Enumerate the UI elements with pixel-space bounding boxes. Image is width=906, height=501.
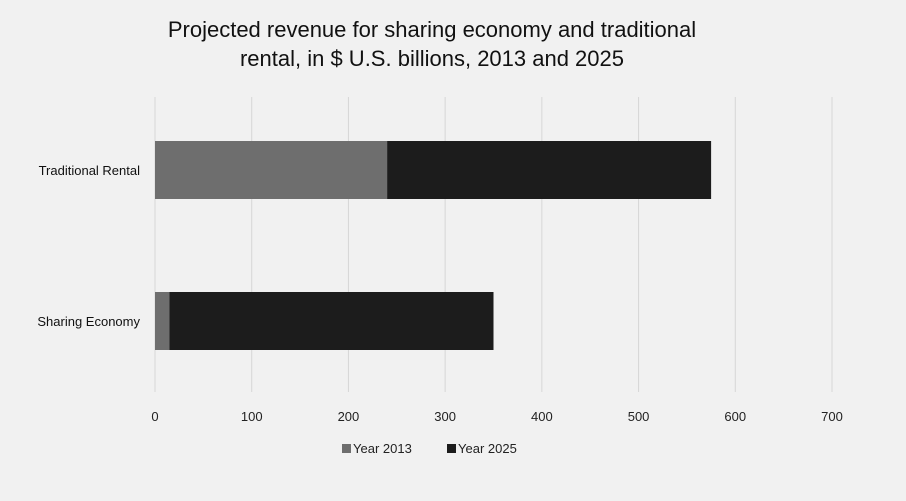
legend-swatch bbox=[447, 444, 456, 453]
category-labels: Traditional Rental Sharing Economy bbox=[37, 163, 140, 329]
bar-segment bbox=[155, 141, 388, 199]
legend-label: Year 2025 bbox=[458, 441, 517, 456]
legend-label: Year 2013 bbox=[353, 441, 412, 456]
x-tick-label: 600 bbox=[724, 409, 746, 424]
bars bbox=[155, 141, 712, 350]
y-category-label: Traditional Rental bbox=[39, 163, 141, 178]
legend: Year 2013 Year 2025 bbox=[342, 441, 517, 456]
bar-segment bbox=[155, 292, 170, 350]
chart-title: Projected revenue for sharing economy an… bbox=[168, 17, 696, 71]
bar-segment bbox=[169, 292, 494, 350]
y-category-label: Sharing Economy bbox=[37, 314, 140, 329]
x-tick-label: 0 bbox=[151, 409, 158, 424]
legend-swatch bbox=[342, 444, 351, 453]
x-tick-label: 100 bbox=[241, 409, 263, 424]
x-tick-label: 300 bbox=[434, 409, 456, 424]
x-tick-label: 500 bbox=[628, 409, 650, 424]
x-tick-label: 400 bbox=[531, 409, 553, 424]
x-tick-label: 700 bbox=[821, 409, 843, 424]
x-tick-label: 200 bbox=[338, 409, 360, 424]
chart-title-line-2: rental, in $ U.S. billions, 2013 and 202… bbox=[240, 46, 624, 71]
x-axis-tick-labels: 0 100 200 300 400 500 600 700 bbox=[151, 409, 842, 424]
chart-title-line-1: Projected revenue for sharing economy an… bbox=[168, 17, 696, 42]
bar-segment bbox=[387, 141, 712, 199]
